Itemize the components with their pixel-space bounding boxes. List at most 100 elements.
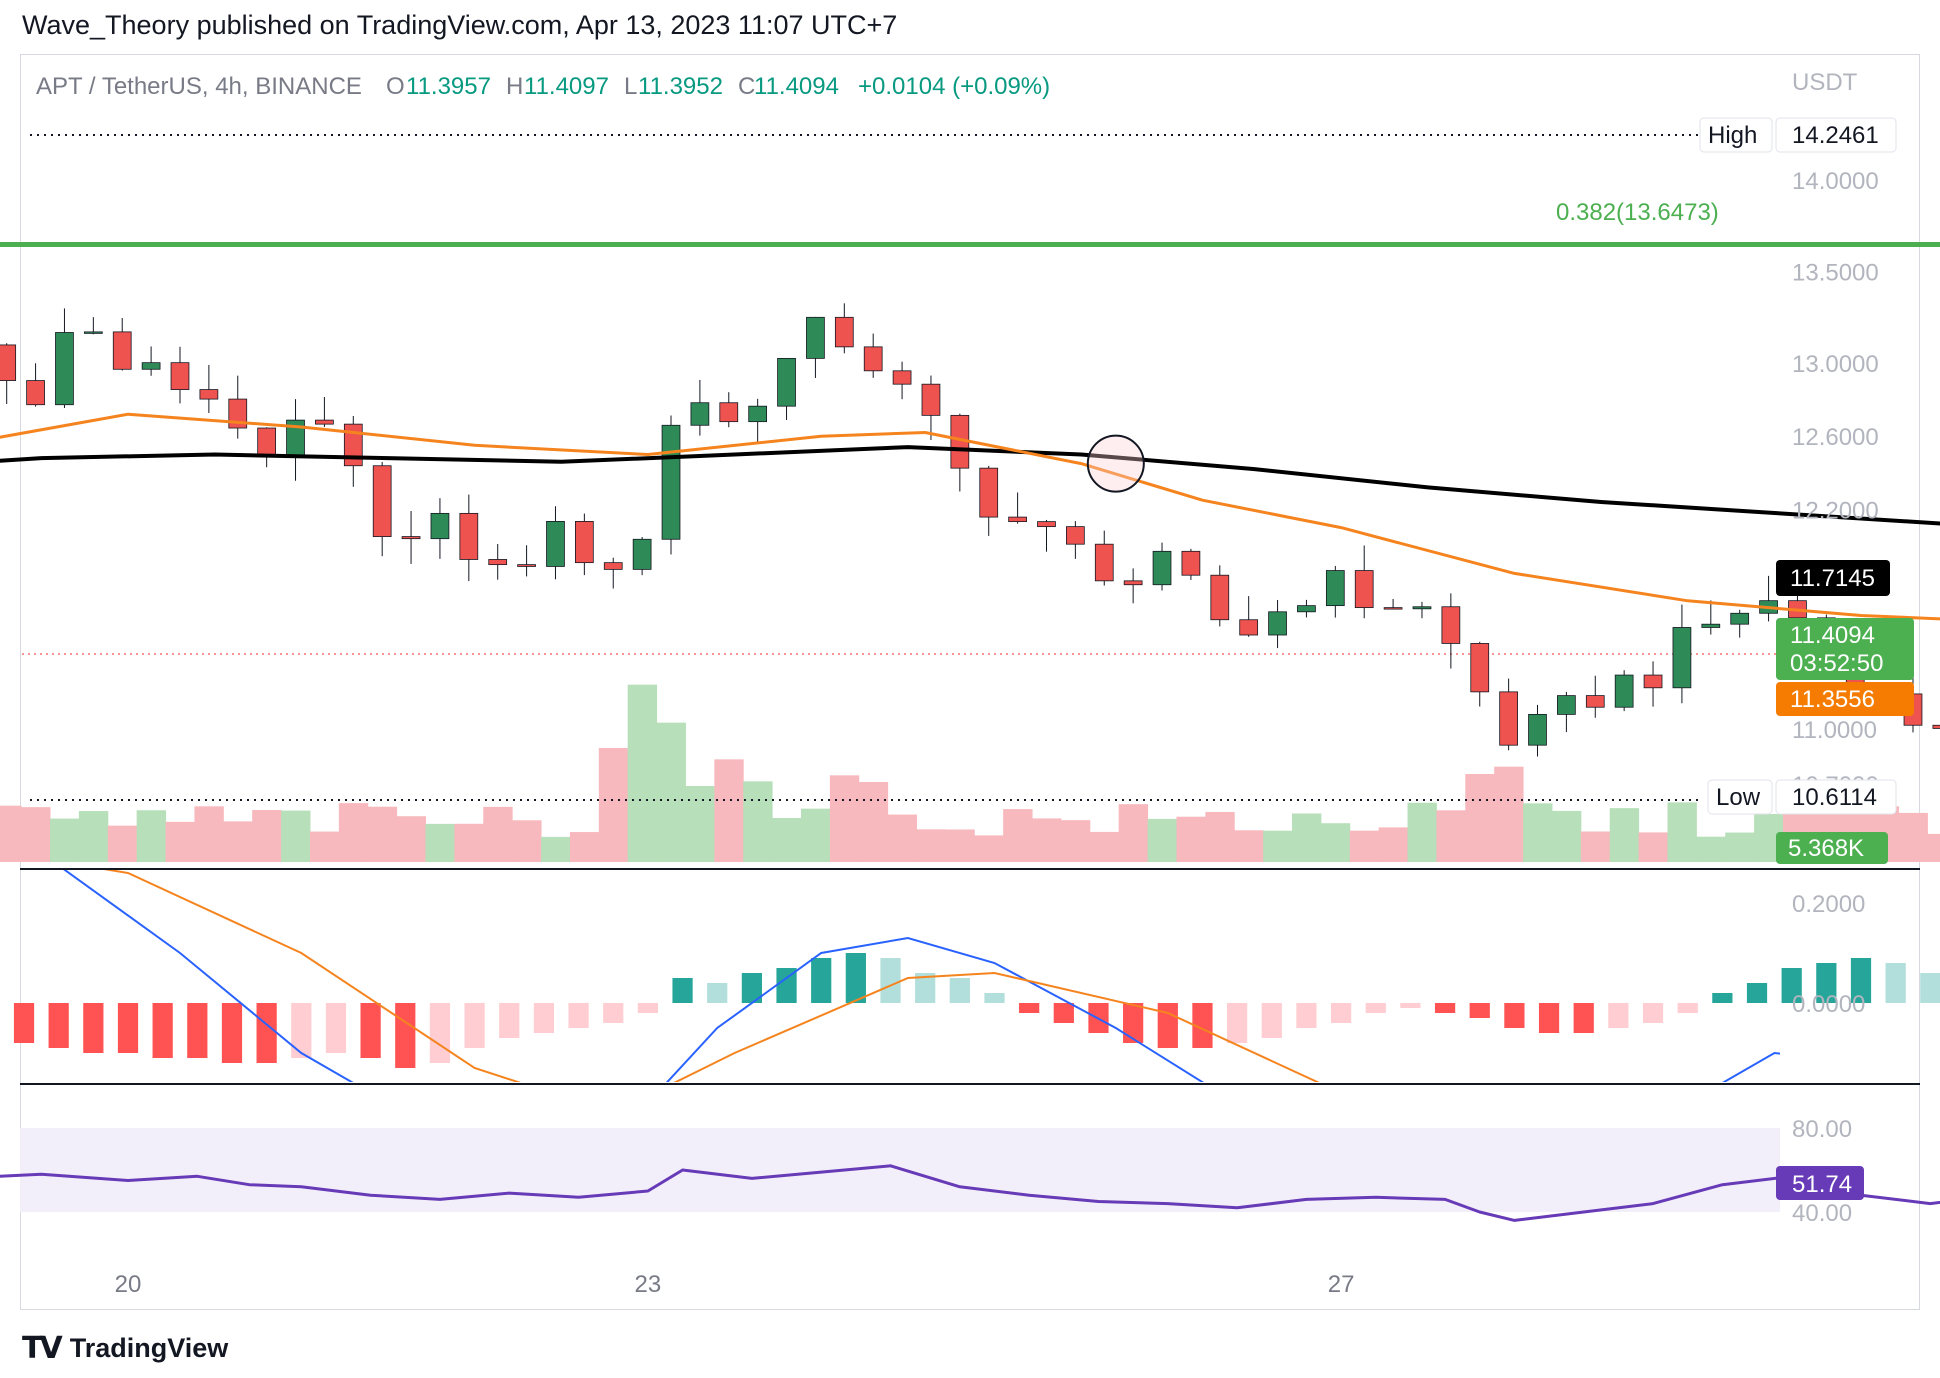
price-axis-tick: 12.2000 — [1792, 497, 1879, 524]
macd-histogram-bar — [915, 973, 936, 1003]
macd-histogram-bar — [1920, 973, 1940, 1003]
volume-bar — [1147, 818, 1177, 862]
candle-body — [632, 538, 652, 570]
candle — [83, 317, 103, 335]
candle-body — [170, 362, 190, 390]
volume-bar — [1898, 812, 1928, 862]
volume-bar — [1060, 820, 1091, 862]
macd-histogram-bar — [1504, 1003, 1525, 1028]
candle-body — [1557, 695, 1576, 715]
macd-histogram-bar — [325, 1003, 347, 1053]
candle-body — [777, 357, 796, 407]
tradingview-logo-icon: TV — [22, 1330, 63, 1366]
candle-body — [1932, 724, 1940, 729]
candle-body — [863, 346, 883, 372]
macd-histogram-bar — [499, 1003, 520, 1038]
legend-symbol: APT / TetherUS, 4h, BINANCE — [36, 73, 362, 100]
candle-body — [1614, 674, 1634, 708]
volume-bar — [627, 684, 658, 862]
ma-slow-price-tag — [1776, 560, 1890, 596]
macd-histogram-bar — [637, 1003, 659, 1013]
volume-bar — [743, 781, 773, 862]
macd-histogram-bar — [741, 973, 762, 1003]
volume-bar — [1927, 833, 1940, 862]
macd-histogram-bar — [1123, 1003, 1144, 1043]
volume-bar — [483, 806, 513, 862]
macd-histogram-bar — [1746, 983, 1768, 1003]
candle-body — [1354, 570, 1374, 609]
macd-histogram-bar — [603, 1003, 624, 1023]
candle — [1094, 530, 1114, 586]
high-marker-tag — [1699, 117, 1773, 153]
brand-name: TradingView — [69, 1332, 229, 1363]
macd-histogram-bar — [1816, 963, 1837, 1003]
footer-brand: TV TradingView — [22, 1330, 228, 1366]
volume-bar — [425, 823, 455, 862]
fib-level-label: 0.382(13.6473) — [1556, 199, 1719, 226]
legend-l-value: 11.3952 — [638, 73, 723, 100]
candle-body — [1643, 674, 1663, 689]
candle-body — [55, 332, 74, 406]
legend-c-label: C — [738, 73, 755, 100]
macd-histogram-bar — [1781, 968, 1802, 1003]
macd-histogram-bar — [291, 1003, 312, 1058]
candle — [459, 494, 479, 582]
macd-histogram-bar — [429, 1003, 451, 1063]
legend-h-value: 11.4097 — [524, 73, 609, 100]
volume-bar — [107, 825, 138, 862]
candle-body — [921, 383, 941, 416]
rsi-last-tag — [1776, 1166, 1864, 1200]
candle-body — [26, 380, 45, 406]
volume-bar — [1089, 831, 1120, 862]
candle — [950, 413, 970, 492]
macd-histogram-bar — [1296, 1003, 1317, 1028]
candle — [1354, 545, 1374, 619]
candle — [0, 343, 17, 404]
candle-body — [1066, 526, 1085, 545]
volume-bar — [598, 748, 629, 862]
volume-bar — [1320, 823, 1351, 862]
candle-body — [141, 362, 161, 370]
volume-bar — [50, 818, 80, 862]
candle-body — [1152, 550, 1172, 586]
low-marker-value-tag — [1775, 779, 1897, 815]
candle — [1470, 641, 1490, 707]
candle-body — [834, 316, 854, 348]
volume-bar — [309, 831, 340, 862]
ma-50-line — [0, 412, 1940, 621]
candle — [1123, 568, 1143, 604]
candle — [430, 498, 450, 559]
ma-slow-price-value: 11.7145 — [1790, 565, 1875, 592]
macd-histogram-bar — [1712, 993, 1733, 1003]
candle — [199, 364, 219, 414]
candle-body — [1037, 521, 1056, 528]
volume-bar — [165, 821, 195, 862]
candle — [1557, 691, 1576, 733]
volume-bar — [21, 807, 51, 862]
rsi-last-value: 51.74 — [1792, 1171, 1852, 1198]
volume-last-value: 5.368K — [1788, 835, 1864, 862]
volume-bar — [858, 782, 889, 862]
macd-histogram-bar — [48, 1003, 69, 1048]
macd-histogram-bar — [1642, 1003, 1664, 1023]
low-marker: Low 10.6114 — [1707, 779, 1897, 815]
candle — [661, 415, 681, 555]
candle — [892, 361, 912, 400]
macd-histogram-bar — [1019, 1003, 1040, 1013]
candle — [228, 375, 248, 439]
candle-body — [83, 331, 103, 334]
macd-histogram-bar — [672, 978, 693, 1003]
volume-bar — [1349, 830, 1380, 862]
candle-countdown: 03:52:50 — [1790, 650, 1883, 677]
candle-body — [1730, 612, 1750, 625]
candle-body — [892, 370, 912, 385]
price-axis-tick: 11.0000 — [1792, 717, 1877, 744]
macd-signal-line — [103, 870, 1320, 1082]
macd-histogram-bar — [1434, 1003, 1456, 1013]
candle — [546, 506, 565, 580]
trading-chart[interactable]: 14.000013.500013.000012.600012.200011.80… — [0, 0, 1940, 1320]
candle-body — [1585, 695, 1605, 708]
candle-body — [1325, 570, 1345, 607]
price-axis-tick: 12.6000 — [1792, 424, 1879, 451]
macd-histogram-bar — [221, 1003, 243, 1063]
